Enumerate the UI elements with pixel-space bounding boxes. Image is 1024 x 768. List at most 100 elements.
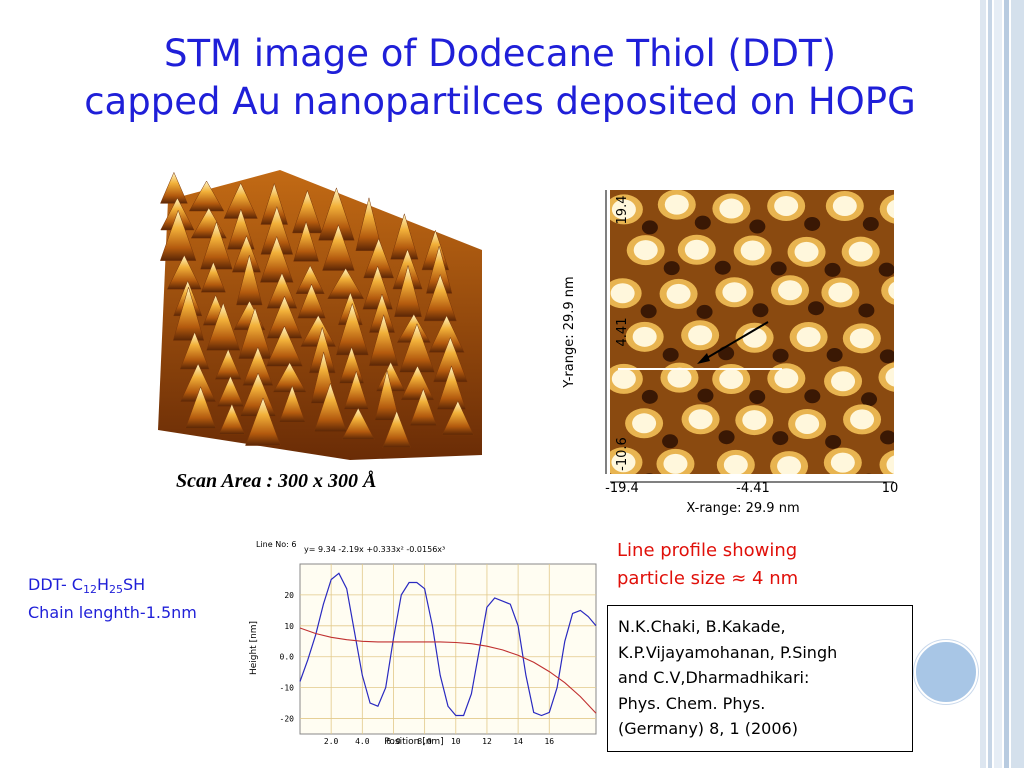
- y-tick-bottom: -10.6: [615, 437, 630, 471]
- particle: [632, 326, 657, 347]
- stm-2d-topography-image: 19.4 4.41 -10.6 Y-range: 29.9 nm -19.4 -…: [562, 190, 900, 516]
- surface-peak: [293, 220, 319, 262]
- particle: [633, 240, 658, 261]
- border-stripe: [1004, 0, 1009, 768]
- reference-line: Phys. Chem. Phys.: [618, 693, 766, 713]
- particle-gap: [825, 434, 842, 449]
- y-tick-label: -20: [280, 715, 295, 724]
- particle-gap: [749, 390, 766, 405]
- particle: [632, 413, 657, 434]
- border-stripe: [988, 0, 992, 768]
- particle: [795, 413, 820, 434]
- particle-gap: [804, 216, 821, 231]
- particle: [719, 369, 744, 390]
- particle: [611, 199, 636, 220]
- border-stripe: [994, 0, 1002, 768]
- chain-length-text: Chain lenghth-1.5nm: [28, 603, 197, 622]
- surface-peak: [374, 370, 400, 421]
- right-border-stripes: [980, 0, 1024, 768]
- particle-gap: [697, 388, 714, 403]
- surface-peak: [200, 261, 226, 293]
- particle: [742, 410, 767, 431]
- particle: [796, 327, 821, 348]
- x-tick-labels: 2.0 4.0 6.0 8.0 10 12 14 16: [324, 737, 554, 746]
- surface-peaks: [159, 171, 475, 448]
- x-tick-label: 6.0: [386, 737, 401, 746]
- x-tick-label: 2.0: [324, 737, 339, 746]
- x-axis-label: Position [nm]: [384, 737, 443, 747]
- formula-suffix: SH: [123, 575, 146, 594]
- reference-line: K.P.Vijayamohanan, P.Singh: [618, 642, 838, 662]
- particle-gap: [858, 303, 875, 318]
- x-tick-label: 16: [544, 737, 554, 746]
- particle-gap: [640, 304, 657, 319]
- arrow-head: [697, 353, 710, 364]
- surface-peak: [188, 180, 225, 212]
- scan-area-caption: Scan Area : 300 x 300 Å: [176, 470, 377, 492]
- particle: [794, 241, 819, 262]
- ddt-formula-block: DDT- C12H25SH Chain lenghth-1.5nm: [28, 573, 197, 624]
- surface-peak: [322, 224, 355, 271]
- particle-gap: [641, 220, 658, 235]
- particle: [886, 455, 894, 474]
- border-stripe: [980, 0, 986, 768]
- particle-halo: [899, 409, 900, 439]
- title-line-2: capped Au nanopartilces deposited on HOP…: [84, 80, 916, 123]
- decorative-circle: [914, 640, 978, 704]
- particle-gap: [718, 346, 735, 361]
- stm-3d-surface-image: [158, 170, 482, 460]
- surface-peak: [441, 400, 475, 436]
- particle-gap: [879, 349, 894, 364]
- particle: [828, 282, 853, 303]
- particle: [719, 198, 744, 219]
- particle-gap: [770, 261, 787, 276]
- particle: [667, 367, 692, 388]
- surface-peak: [394, 264, 422, 318]
- formula-subscript-carbon: 12: [82, 583, 97, 596]
- particle: [885, 367, 894, 387]
- particle: [848, 241, 873, 262]
- profile-series-line: [299, 572, 597, 717]
- line-profile-chart: 20 10 0.0 -10 -20 2.0 4.0 6.0 8.0 10 12 14 16 Line …: [249, 540, 597, 747]
- surface-peak: [159, 209, 197, 261]
- particle: [774, 195, 799, 216]
- particle-gap: [804, 389, 821, 404]
- arrow-shaft: [699, 321, 769, 363]
- particle-gap: [718, 430, 735, 445]
- particle: [688, 325, 713, 346]
- line-profile-note: Line profile showing particle size ≈ 4 n…: [617, 537, 798, 593]
- x-tick-right: 10: [882, 481, 899, 496]
- surface-peak: [160, 171, 188, 204]
- surface-peak: [343, 370, 369, 410]
- fit-curve-line: [299, 627, 597, 714]
- particle-gap: [749, 219, 766, 234]
- slide-title: STM image of Dodecane Thiol (DDT) capped…: [20, 30, 980, 126]
- particle-gap: [714, 260, 731, 275]
- particle-gap: [866, 473, 872, 474]
- chart-header-text: Line No: 6: [256, 540, 296, 549]
- surface-peak: [216, 375, 245, 407]
- particle: [610, 283, 635, 304]
- surface-peak: [214, 348, 242, 380]
- surface-peak: [245, 397, 281, 446]
- surface-peak: [218, 403, 246, 435]
- particle-gap: [662, 347, 679, 362]
- particle-gap: [878, 262, 894, 277]
- surface-peak: [266, 325, 303, 367]
- surface-peak: [313, 382, 347, 432]
- x-tick-label: 12: [482, 737, 492, 746]
- particle: [777, 456, 802, 474]
- plot-series: [299, 572, 597, 717]
- surface-peak: [436, 365, 467, 410]
- particle-gap: [641, 389, 658, 404]
- particle: [778, 280, 803, 301]
- reference-line: and C.V,Dharmadhikari:: [618, 668, 810, 687]
- reference-box: N.K.Chaki, B.Kakade, K.P.Vijayamohanan, …: [607, 605, 913, 752]
- particle-gap: [663, 261, 680, 276]
- particle-gap: [880, 430, 894, 445]
- particle-gap: [696, 304, 713, 319]
- particle-gap: [807, 477, 823, 491]
- particle: [688, 409, 713, 430]
- topography-particles: [610, 190, 900, 491]
- particle: [611, 368, 636, 389]
